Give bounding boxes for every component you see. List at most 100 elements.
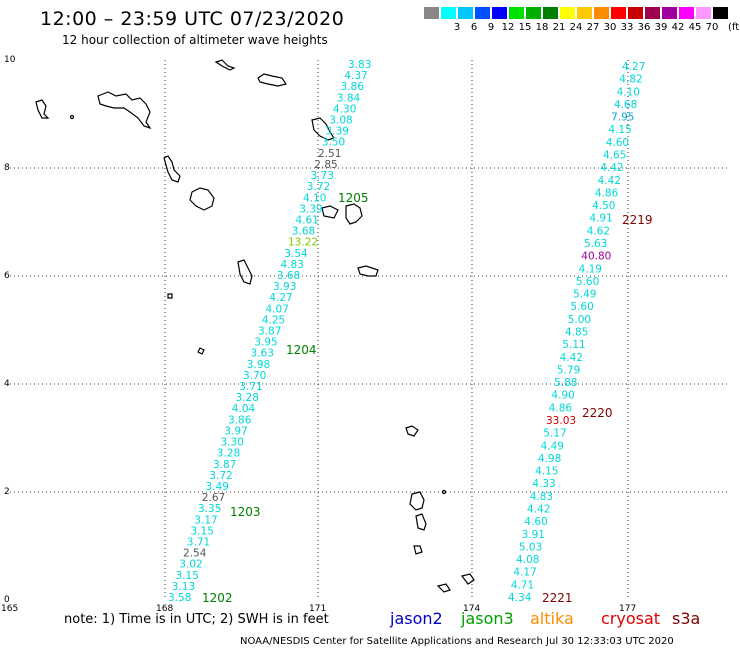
legend-label: 42 bbox=[671, 22, 685, 33]
track-id-2219: 2219 bbox=[622, 213, 653, 227]
track-west-value: 3.68 bbox=[292, 226, 315, 238]
y-tick-4: 4 bbox=[4, 379, 10, 389]
track-id-1204: 1204 bbox=[286, 343, 317, 357]
track-west-value: 3.28 bbox=[217, 448, 240, 460]
legend-swatch bbox=[678, 6, 695, 20]
legend-label: 30 bbox=[603, 22, 617, 33]
track-east-value: 5.00 bbox=[568, 314, 591, 326]
track-east-value: 4.83 bbox=[530, 491, 553, 503]
track-east-value: 4.49 bbox=[541, 440, 564, 452]
x-tick-165: 165 bbox=[1, 604, 18, 614]
track-west-value: 3.54 bbox=[284, 248, 308, 260]
legend-swatch bbox=[627, 6, 644, 20]
track-west-value: 3.30 bbox=[221, 437, 244, 449]
x-tick-174: 174 bbox=[463, 604, 480, 614]
satellite-s3a-label: s3a bbox=[672, 609, 701, 628]
track-west-value: 3.58 bbox=[168, 592, 191, 604]
track-east-value: 5.60 bbox=[570, 301, 593, 313]
map-title: 12:00 – 23:59 UTC 07/23/2020 bbox=[40, 8, 345, 30]
legend-swatch bbox=[712, 6, 729, 20]
track-east-value: 4.42 bbox=[598, 175, 621, 187]
island-outlines bbox=[35, 59, 475, 593]
legend-swatch bbox=[508, 6, 525, 20]
legend-label: 15 bbox=[518, 22, 532, 33]
track-west-value: 3.72 bbox=[209, 470, 232, 482]
track-west-value: 3.83 bbox=[348, 59, 371, 71]
track-east-value: 4.33 bbox=[532, 478, 555, 490]
track-east-value: 7.95 bbox=[611, 112, 634, 124]
track-east-value: 4.42 bbox=[560, 352, 583, 364]
track-west-value: 4.04 bbox=[232, 403, 256, 415]
y-tick-10: 10 bbox=[4, 55, 16, 65]
track-west-value: 3.71 bbox=[239, 381, 262, 393]
track-west-value: 4.37 bbox=[344, 70, 367, 82]
track-east-value: 4.62 bbox=[587, 225, 610, 237]
track-west-value: 3.84 bbox=[337, 92, 361, 104]
legend-label: 24 bbox=[569, 22, 583, 33]
track-east-value: 4.90 bbox=[551, 390, 574, 402]
legend-unit: (ft) bbox=[728, 22, 740, 33]
legend-label: 27 bbox=[586, 22, 600, 33]
track-east-value: 4.10 bbox=[617, 86, 640, 98]
satellite-altika-label: altika bbox=[530, 609, 574, 628]
track-west-value: 3.87 bbox=[213, 459, 236, 471]
footer-note: note: 1) Time is in UTC; 2) SWH is in fe… bbox=[64, 612, 329, 627]
track-west-value: 3.86 bbox=[228, 414, 252, 426]
y-tick-6: 6 bbox=[4, 271, 10, 281]
wave-height-legend bbox=[423, 6, 729, 20]
track-west-value: 4.27 bbox=[269, 292, 292, 304]
legend-label: 12 bbox=[501, 22, 515, 33]
track-west-value: 3.49 bbox=[206, 481, 229, 493]
track-west-value: 4.30 bbox=[333, 103, 356, 115]
legend-label: 33 bbox=[620, 22, 634, 33]
track-west-value: 3.97 bbox=[224, 425, 247, 437]
track-west-value: 3.17 bbox=[194, 514, 217, 526]
legend-label: 6 bbox=[470, 22, 478, 33]
track-east-value: 4.42 bbox=[527, 504, 550, 516]
track-id-2221: 2221 bbox=[542, 591, 573, 605]
axis-tick-labels: 165 168 171 174 177 0 2 4 6 8 10 bbox=[1, 55, 636, 614]
track-west-value: 2.54 bbox=[183, 548, 207, 560]
track-east-value: 4.60 bbox=[606, 137, 629, 149]
track-east-value: 5.63 bbox=[584, 238, 607, 250]
track-west-value: 3.39 bbox=[326, 126, 349, 138]
credit-line: NOAA/NESDIS Center for Satellite Applica… bbox=[240, 636, 674, 647]
track-east-value: 5.49 bbox=[573, 289, 596, 301]
legend-labels: 3 6 9 12 15 18 21 24 27 30 33 36 39 42 45 70 bbox=[423, 22, 740, 34]
map-subtitle: 12 hour collection of altimeter wave hei… bbox=[62, 33, 328, 47]
track-east-value: 4.42 bbox=[600, 162, 623, 174]
track-west-value: 2.51 bbox=[318, 148, 341, 160]
track-east-value: 5.88 bbox=[554, 377, 577, 389]
track-east-value: 4.15 bbox=[535, 466, 558, 478]
track-west-value: 3.39 bbox=[299, 203, 322, 215]
track-east-value: 4.65 bbox=[603, 150, 626, 162]
track-id-2220: 2220 bbox=[582, 406, 613, 420]
satellite-cryosat-label: cryosat bbox=[601, 609, 661, 628]
track-east-value: 5.17 bbox=[543, 428, 566, 440]
x-tick-177: 177 bbox=[619, 604, 636, 614]
legend-swatch bbox=[559, 6, 576, 20]
legend-swatch bbox=[610, 6, 627, 20]
track-east-value: 4.17 bbox=[513, 567, 536, 579]
track-west-value: 4.07 bbox=[266, 303, 289, 315]
legend-swatch bbox=[593, 6, 610, 20]
y-tick-2: 2 bbox=[4, 487, 10, 497]
track-west-value: 4.10 bbox=[303, 192, 326, 204]
legend-swatch bbox=[474, 6, 491, 20]
legend-swatch bbox=[644, 6, 661, 20]
track-west-value: 4.61 bbox=[296, 215, 319, 227]
track-west-value: 3.50 bbox=[322, 137, 345, 149]
track-west-value: 3.93 bbox=[273, 281, 296, 293]
track-east-value: 4.60 bbox=[524, 516, 547, 528]
track-west-value: 3.98 bbox=[247, 359, 270, 371]
legend-swatch bbox=[576, 6, 593, 20]
track-west-value: 3.71 bbox=[187, 537, 210, 549]
track-west-value: 3.72 bbox=[307, 181, 330, 193]
legend-label: 9 bbox=[487, 22, 495, 33]
legend-label: 36 bbox=[637, 22, 651, 33]
legend-swatch bbox=[542, 6, 559, 20]
track-west-value: 3.15 bbox=[176, 570, 199, 582]
satellite-jason3-label: jason3 bbox=[461, 609, 514, 628]
legend-label: 70 bbox=[705, 22, 719, 33]
track-east-value: 4.82 bbox=[619, 74, 642, 86]
